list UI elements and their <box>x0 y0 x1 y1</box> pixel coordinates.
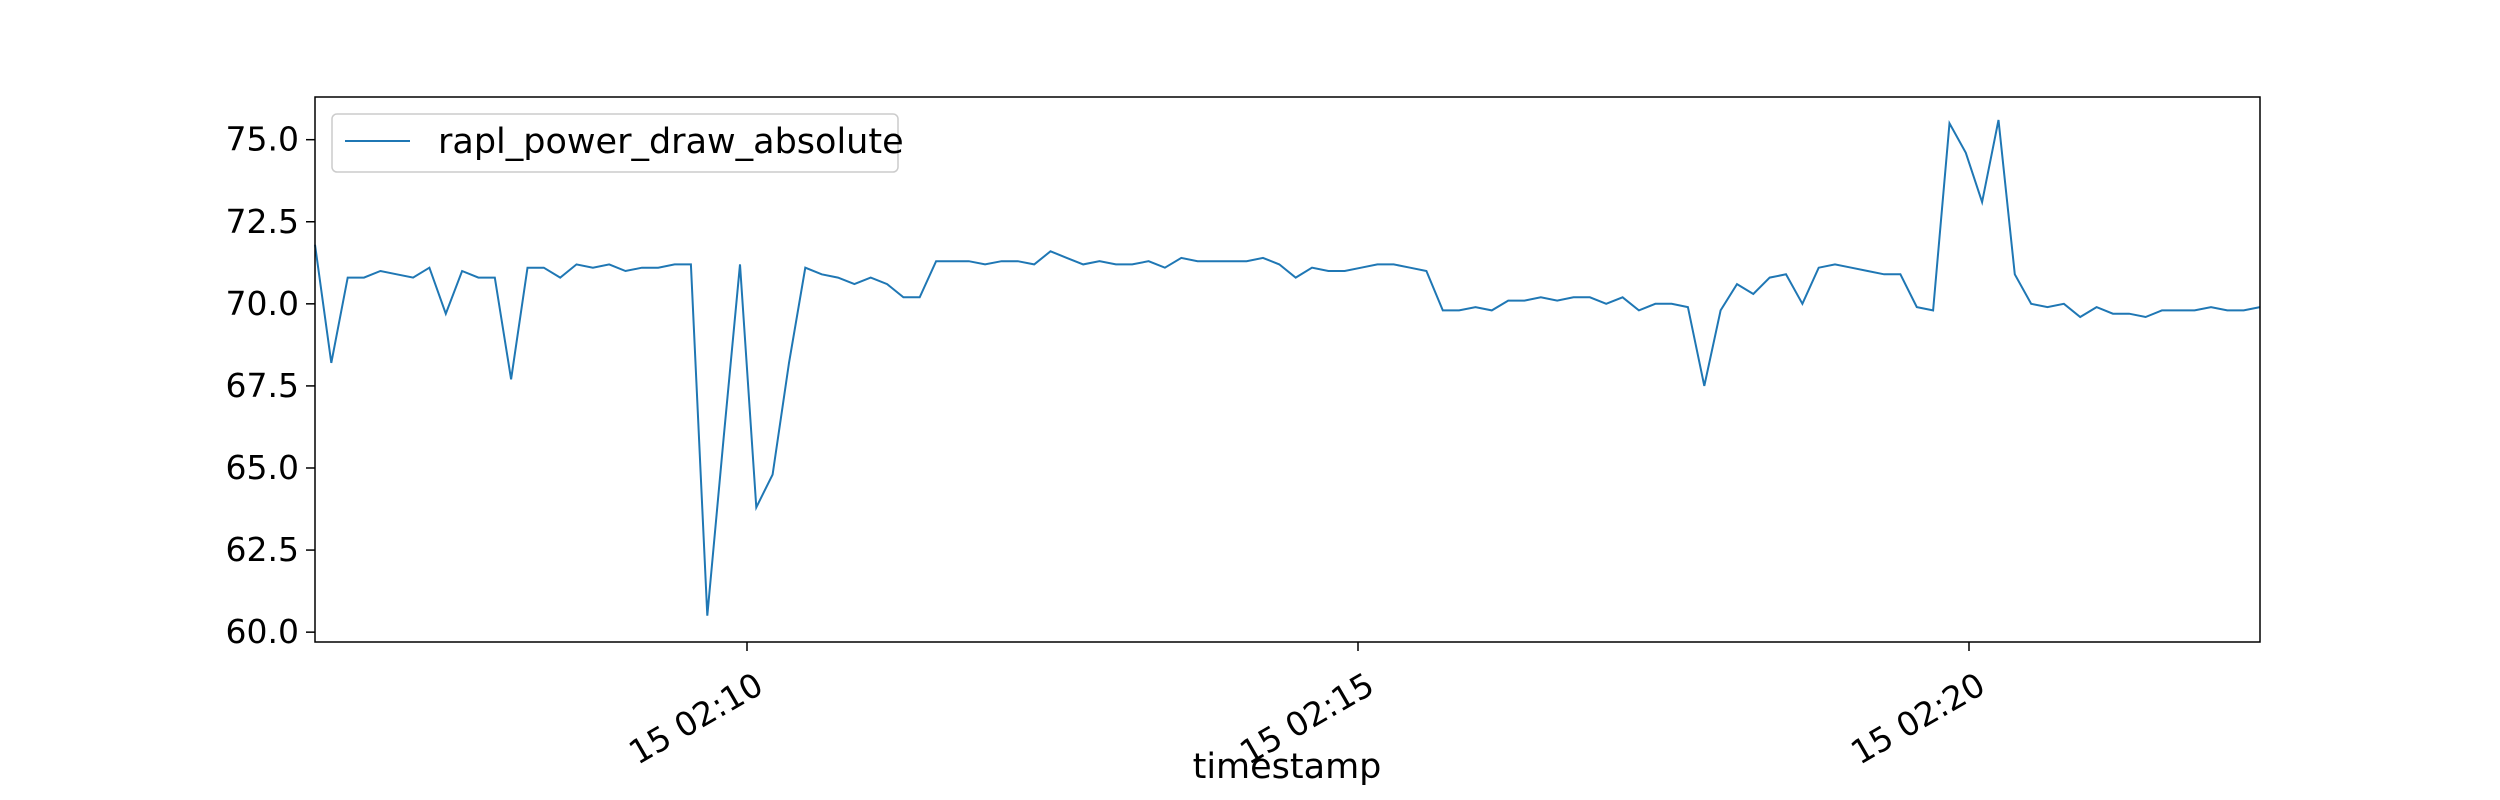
y-tick-label: 62.5 <box>226 530 299 569</box>
series-line-rapl-power-draw-absolute <box>314 119 2261 616</box>
y-axis-ticks: 60.0 62.5 65.0 67.5 70.0 72.5 75.0 <box>226 120 315 651</box>
legend-label: rapl_power_draw_absolute <box>438 122 904 162</box>
y-tick-label: 65.0 <box>226 448 299 487</box>
legend: rapl_power_draw_absolute <box>331 113 904 173</box>
x-tick-label: 15 02:20 <box>1844 665 1991 773</box>
legend-box <box>331 113 899 173</box>
x-axis-label: timestamp <box>1193 747 1382 787</box>
y-tick-label: 67.5 <box>226 366 299 405</box>
y-tick-label: 60.0 <box>226 612 299 651</box>
plot-area-frame <box>314 96 2261 643</box>
y-tick-label: 70.0 <box>226 284 299 323</box>
x-tick-label: 15 02:10 <box>622 665 769 773</box>
y-tick-label: 75.0 <box>226 120 299 159</box>
y-tick-label: 72.5 <box>226 202 299 241</box>
